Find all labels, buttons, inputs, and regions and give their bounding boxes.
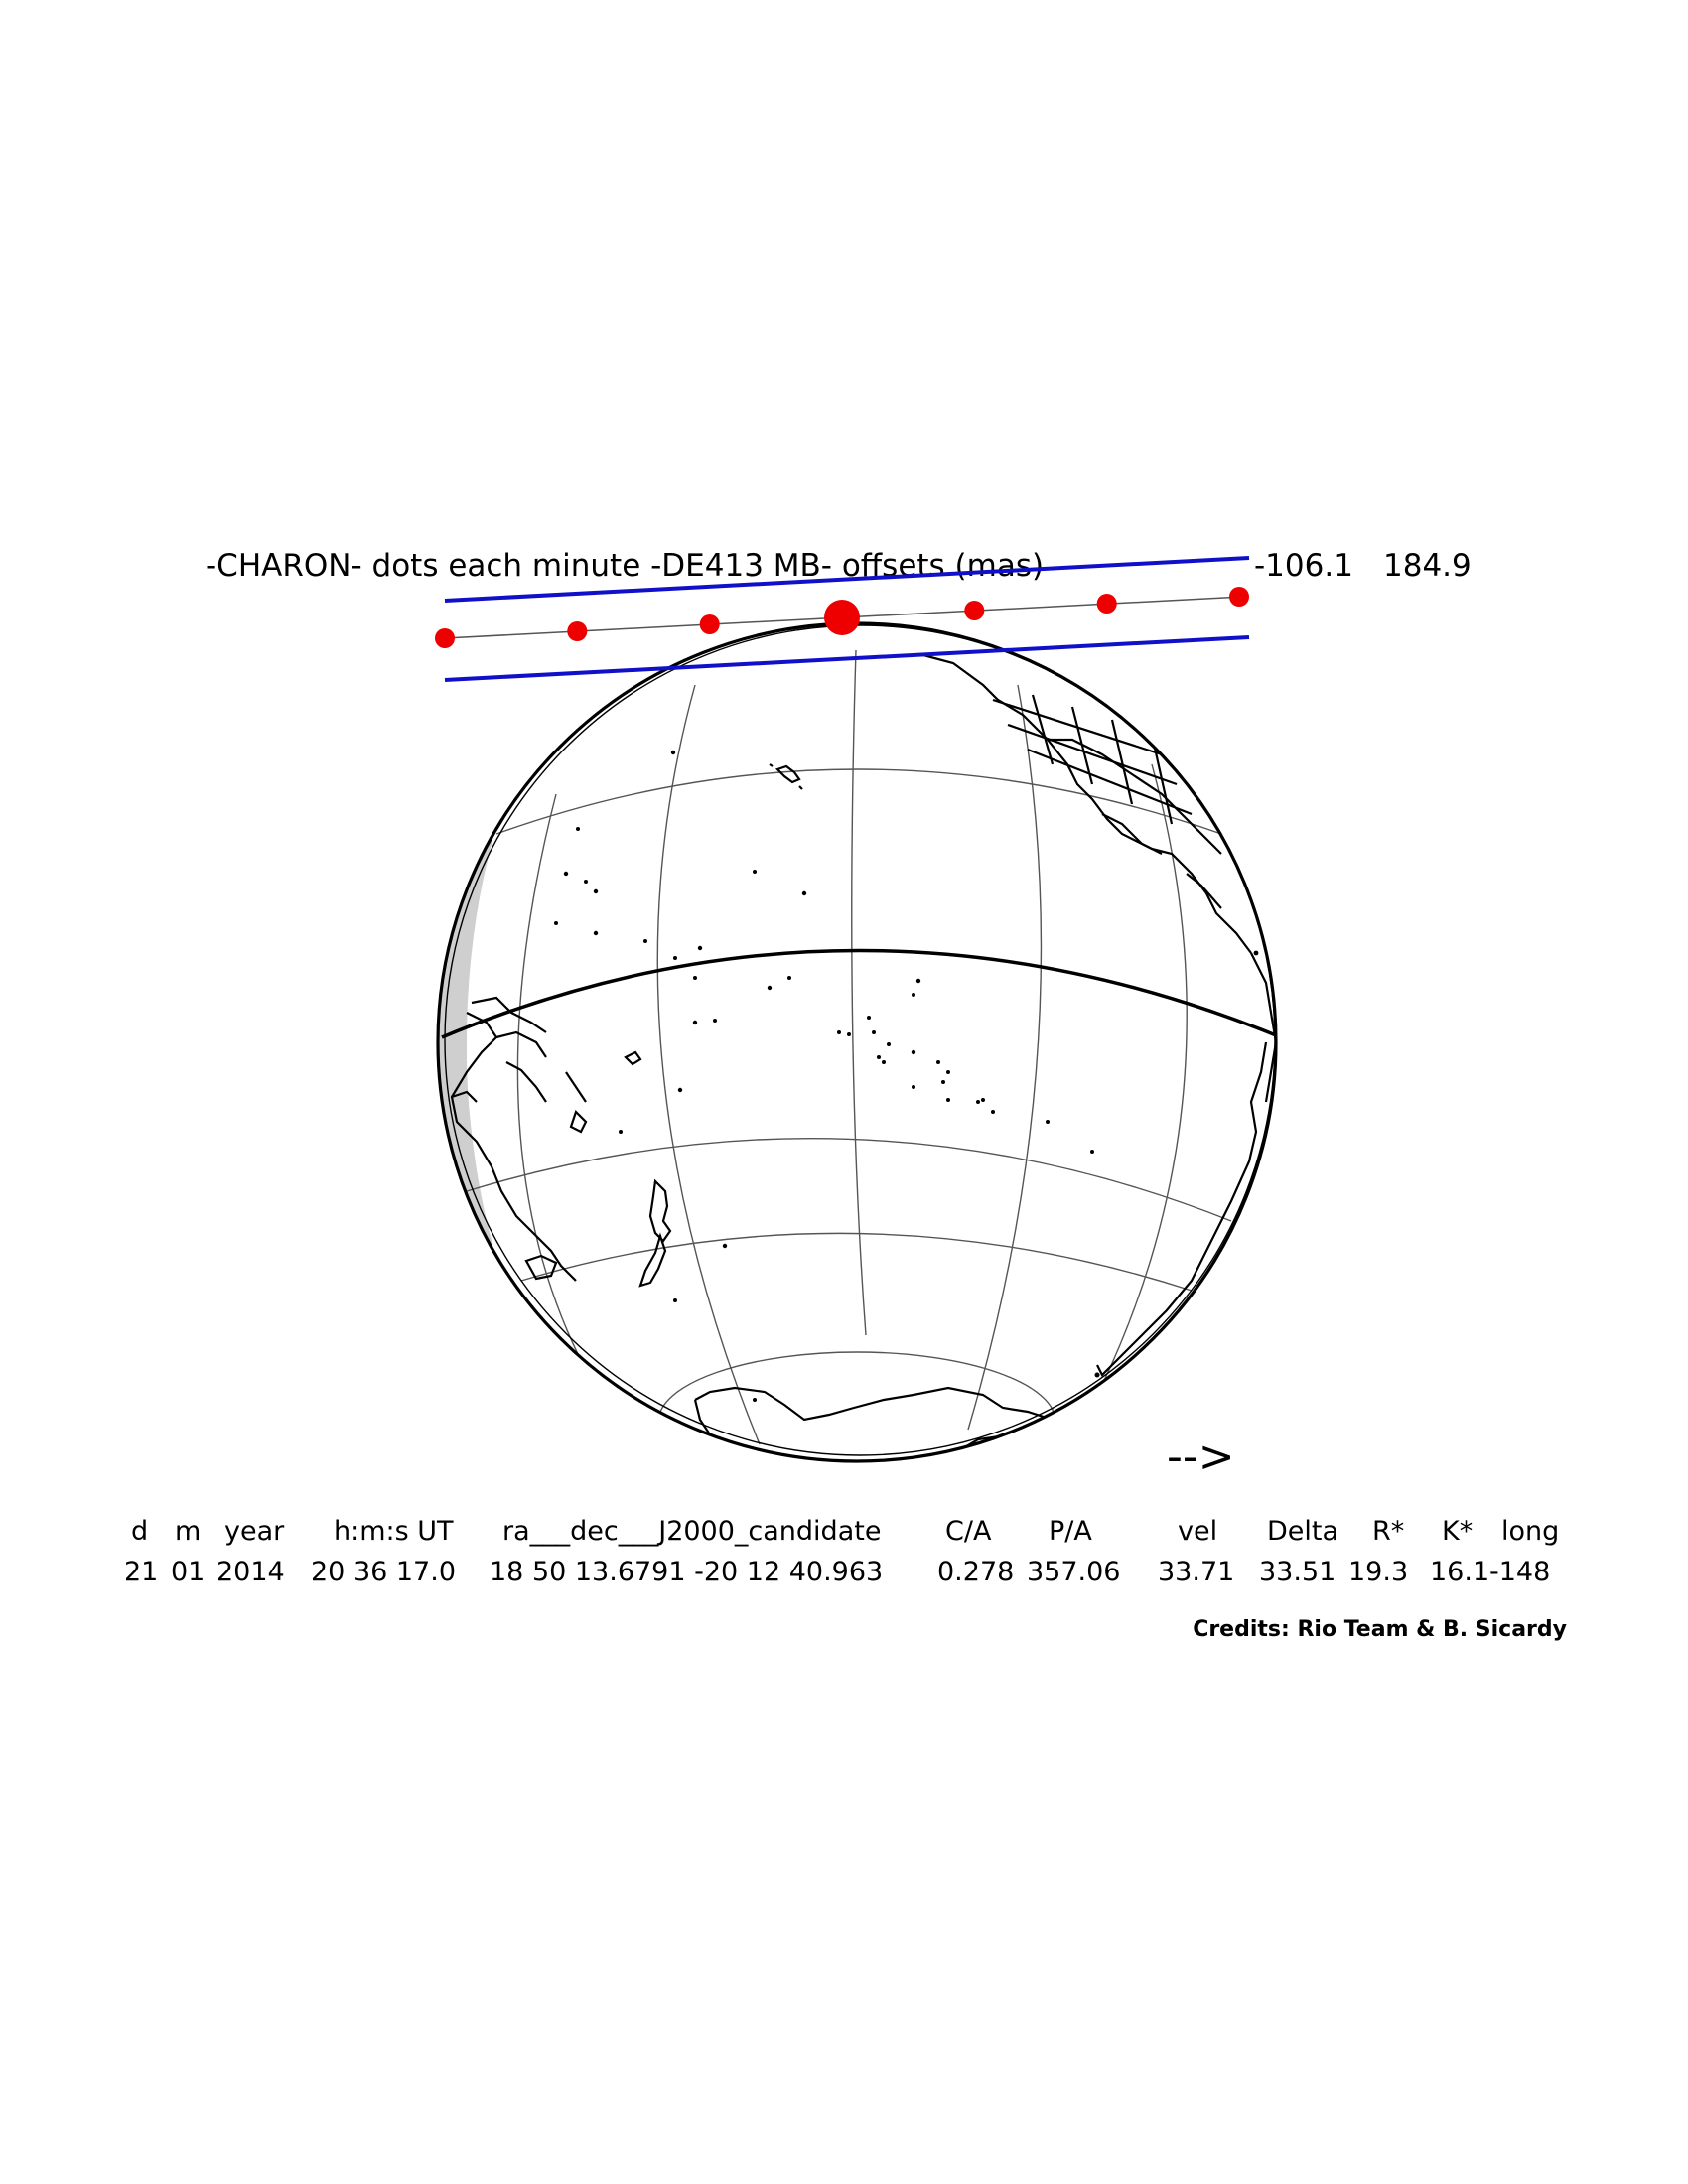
val-hms: 20 36 17.0: [311, 1557, 456, 1587]
direction-arrow: -->: [1167, 1432, 1235, 1482]
south-path-limit: [444, 635, 1250, 682]
minute-dot: [964, 601, 985, 620]
table-value-row: 21 01 2014 20 36 17.0 18 50 13.6791 -20 …: [124, 1557, 1550, 1587]
val-rstar: 19.3: [1348, 1557, 1408, 1587]
val-long: -148: [1489, 1557, 1550, 1587]
col-ca: C/A: [945, 1516, 992, 1547]
island-dots: [554, 750, 1259, 1402]
coastlines: [450, 653, 1276, 1460]
north-path-limit: [444, 556, 1250, 603]
col-radec: ra___dec___J2000_candidate: [502, 1516, 881, 1547]
col-rstar: R*: [1372, 1516, 1404, 1547]
col-hms: h:m:s UT: [334, 1516, 454, 1547]
equator-line: [441, 948, 1276, 1039]
col-year: year: [224, 1516, 285, 1547]
credits: Credits: Rio Team & B. Sicardy: [1193, 1617, 1567, 1642]
globe: [436, 621, 1278, 1463]
map-title: -CHARON- dots each minute -DE413 MB- off…: [206, 548, 1044, 584]
col-m: m: [175, 1516, 201, 1547]
offset-dec-value: 184.9: [1383, 548, 1472, 584]
col-kstar: K*: [1442, 1516, 1473, 1547]
val-m: 01: [171, 1557, 205, 1587]
val-radec: 18 50 13.6791 -20 12 40.963: [490, 1557, 883, 1587]
minute-dot: [435, 628, 455, 648]
col-long: long: [1501, 1516, 1559, 1547]
minute-dots: [435, 587, 1249, 648]
val-d: 21: [124, 1557, 158, 1587]
val-ca: 0.278: [937, 1557, 1014, 1587]
offset-ra-value: -106.1: [1254, 548, 1353, 584]
minute-dot: [1096, 594, 1117, 614]
val-delta: 33.51: [1259, 1557, 1336, 1587]
val-pa: 357.06: [1027, 1557, 1120, 1587]
direction-arrow-text: -->: [1167, 1432, 1235, 1482]
table-header-row: d m year h:m:s UT ra___dec___J2000_candi…: [131, 1516, 1559, 1547]
col-vel: vel: [1178, 1516, 1217, 1547]
col-d: d: [131, 1516, 148, 1547]
val-kstar: 16.1: [1430, 1557, 1489, 1587]
closest-approach-dot: [824, 600, 860, 635]
col-delta: Delta: [1267, 1516, 1338, 1547]
minute-dot: [567, 621, 588, 641]
val-year: 2014: [216, 1557, 285, 1587]
graticule: [466, 649, 1232, 1461]
col-pa: P/A: [1049, 1516, 1092, 1547]
minute-dot: [699, 614, 720, 634]
minute-dot: [1229, 587, 1249, 607]
val-vel: 33.71: [1158, 1557, 1234, 1587]
